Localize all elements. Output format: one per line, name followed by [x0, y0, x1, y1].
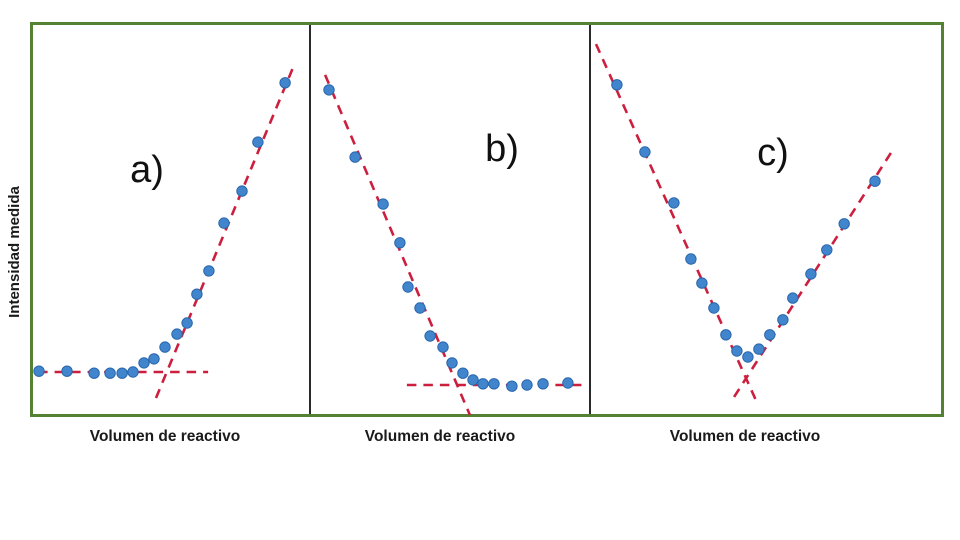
x-axis-label-b: Volumen de reactivo: [364, 428, 516, 445]
panel-label-c: c): [757, 132, 789, 174]
x-axis-label-a: Volumen de reactivo: [89, 428, 241, 445]
panel-divider-2: [589, 25, 592, 414]
panel-label-a: a): [130, 149, 164, 191]
panel-divider-1: [309, 25, 312, 414]
y-axis-label: Intensidad medida: [6, 186, 23, 318]
panel-label-b: b): [485, 128, 519, 170]
x-axis-label-c: Volumen de reactivo: [669, 428, 821, 445]
plot-border: [30, 22, 944, 417]
